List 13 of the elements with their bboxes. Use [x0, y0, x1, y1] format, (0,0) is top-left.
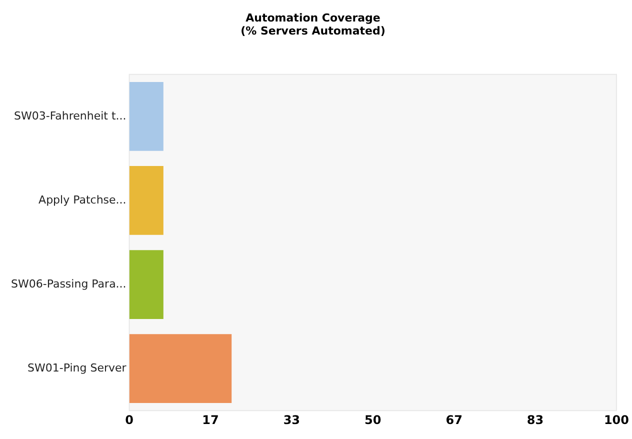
y-tick-label: SW06-Passing Para... — [10, 277, 126, 290]
x-tick-label: 100 — [604, 412, 630, 427]
x-tick-label: 17 — [202, 412, 219, 427]
x-tick-label: 83 — [526, 412, 544, 427]
y-tick-label: Apply Patchse... — [38, 193, 126, 206]
x-tick-label: 50 — [364, 412, 382, 427]
x-tick-label: 0 — [125, 412, 134, 427]
x-tick-label: 67 — [446, 412, 462, 427]
y-tick-label: SW03-Fahrenheit t... — [14, 109, 126, 122]
text: (% Servers Automated) — [240, 24, 386, 38]
y-tick-label: SW01-Ping Server — [28, 361, 127, 374]
text: Automation Coverage — [246, 11, 380, 24]
x-tick-label: 33 — [283, 412, 300, 427]
